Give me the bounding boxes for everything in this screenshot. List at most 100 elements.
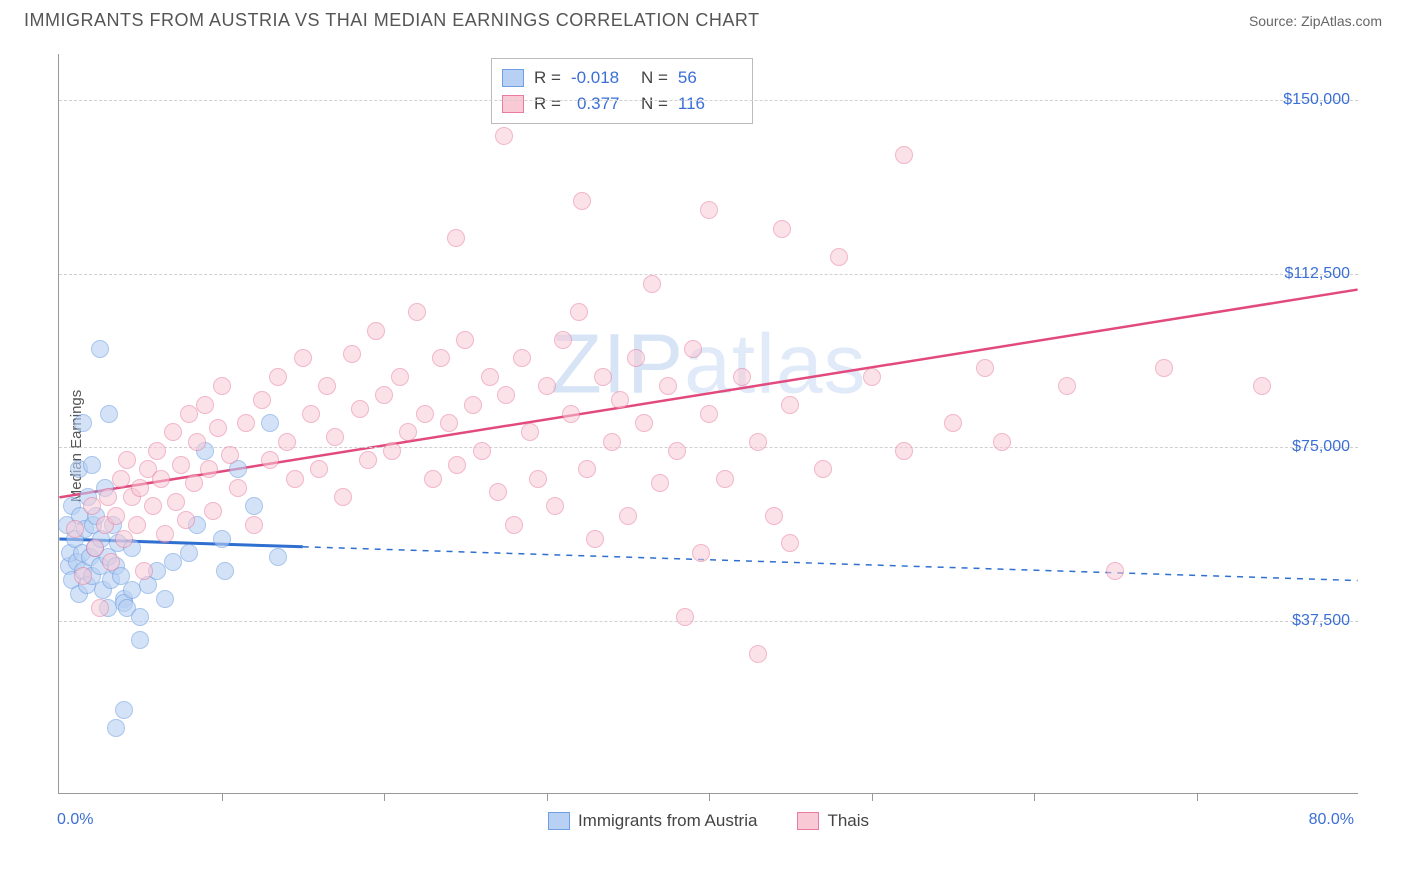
swatch-series-b <box>502 95 524 113</box>
data-point <box>261 414 279 432</box>
data-point <box>684 340 702 358</box>
data-point <box>156 590 174 608</box>
x-tick <box>872 793 873 801</box>
data-point <box>318 377 336 395</box>
r-value-a: -0.018 <box>571 65 631 91</box>
data-point <box>562 405 580 423</box>
data-point <box>74 414 92 432</box>
data-point <box>513 349 531 367</box>
data-point <box>383 442 401 460</box>
data-point <box>131 631 149 649</box>
data-point <box>253 391 271 409</box>
data-point <box>91 340 109 358</box>
data-point <box>619 507 637 525</box>
data-point <box>749 645 767 663</box>
data-point <box>269 368 287 386</box>
data-point <box>635 414 653 432</box>
data-point <box>676 608 694 626</box>
legend-label-b: Thais <box>827 811 869 831</box>
data-point <box>594 368 612 386</box>
y-tick-label: $150,000 <box>1283 91 1350 109</box>
data-point <box>464 396 482 414</box>
data-point <box>196 396 214 414</box>
data-point <box>152 470 170 488</box>
data-point <box>359 451 377 469</box>
swatch-b-icon <box>797 812 819 830</box>
data-point <box>148 442 166 460</box>
stats-legend: R = -0.018 N = 56 R = 0.377 N = 116 <box>491 58 753 124</box>
data-point <box>91 599 109 617</box>
data-point <box>424 470 442 488</box>
data-point <box>177 511 195 529</box>
data-point <box>128 516 146 534</box>
data-point <box>351 400 369 418</box>
data-point <box>115 701 133 719</box>
data-point <box>781 396 799 414</box>
data-point <box>74 567 92 585</box>
data-point <box>83 497 101 515</box>
n-label: N = <box>641 91 668 117</box>
data-point <box>86 539 104 557</box>
data-point <box>294 349 312 367</box>
data-point <box>554 331 572 349</box>
data-point <box>733 368 751 386</box>
data-point <box>269 548 287 566</box>
data-point <box>99 488 117 506</box>
data-point <box>749 433 767 451</box>
data-point <box>627 349 645 367</box>
data-point <box>944 414 962 432</box>
stats-row-b: R = 0.377 N = 116 <box>502 91 738 117</box>
plot-area: ZIPatlas R = -0.018 N = 56 R = 0.377 N =… <box>58 54 1358 794</box>
data-point <box>237 414 255 432</box>
data-point <box>167 493 185 511</box>
data-point <box>643 275 661 293</box>
data-point <box>343 345 361 363</box>
chart-title: IMMIGRANTS FROM AUSTRIA VS THAI MEDIAN E… <box>24 10 760 31</box>
data-point <box>180 405 198 423</box>
x-tick <box>547 793 548 801</box>
stats-row-a: R = -0.018 N = 56 <box>502 65 738 91</box>
data-point <box>440 414 458 432</box>
data-point <box>448 456 466 474</box>
n-value-b: 116 <box>678 91 738 117</box>
data-point <box>781 534 799 552</box>
y-tick-label: $75,000 <box>1292 438 1350 456</box>
x-tick <box>1197 793 1198 801</box>
y-tick-label: $112,500 <box>1284 265 1350 283</box>
r-value-b: 0.377 <box>571 91 631 117</box>
data-point <box>603 433 621 451</box>
bottom-legend: Immigrants from Austria Thais <box>59 811 1358 831</box>
data-point <box>408 303 426 321</box>
watermark-thin: atlas <box>684 317 866 411</box>
data-point <box>209 419 227 437</box>
n-value-a: 56 <box>678 65 738 91</box>
watermark: ZIPatlas <box>550 316 866 413</box>
data-point <box>529 470 547 488</box>
chart-header: IMMIGRANTS FROM AUSTRIA VS THAI MEDIAN E… <box>0 0 1406 37</box>
data-point <box>131 608 149 626</box>
data-point <box>375 386 393 404</box>
data-point <box>302 405 320 423</box>
data-point <box>473 442 491 460</box>
data-point <box>213 377 231 395</box>
data-point <box>144 497 162 515</box>
data-point <box>659 377 677 395</box>
data-point <box>1155 359 1173 377</box>
data-point <box>164 423 182 441</box>
data-point <box>497 386 515 404</box>
data-point <box>367 322 385 340</box>
data-point <box>495 127 513 145</box>
data-point <box>188 433 206 451</box>
data-point <box>481 368 499 386</box>
source-value: ZipAtlas.com <box>1301 13 1382 29</box>
data-point <box>391 368 409 386</box>
data-point <box>570 303 588 321</box>
data-point <box>204 502 222 520</box>
data-point <box>700 405 718 423</box>
data-point <box>1106 562 1124 580</box>
data-point <box>538 377 556 395</box>
data-point <box>216 562 234 580</box>
legend-item-b: Thais <box>797 811 869 831</box>
data-point <box>83 456 101 474</box>
x-tick <box>709 793 710 801</box>
